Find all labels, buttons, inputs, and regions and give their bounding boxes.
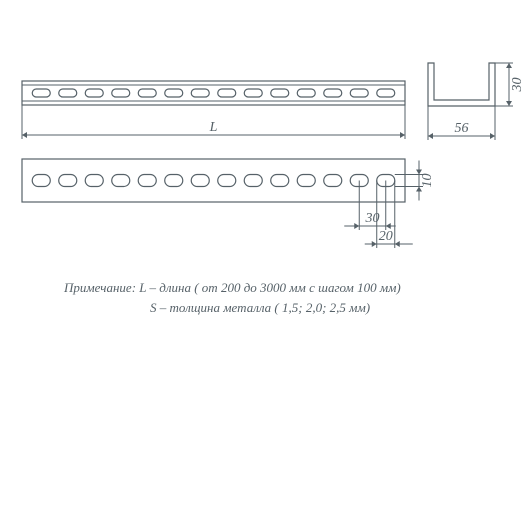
note-line-1: Примечание: L – длина ( от 200 до 3000 м… [63, 280, 401, 295]
dim-pitch: 30 [365, 211, 380, 226]
front-view [22, 159, 423, 248]
dim-L: L [209, 120, 218, 135]
section-view [428, 63, 513, 140]
dim-gap: 20 [379, 229, 393, 244]
dim-slot-h: 10 [420, 174, 435, 188]
dim-30: 30 [510, 78, 524, 93]
note-line-2: S – толщина металла ( 1,5; 2,0; 2,5 мм) [150, 300, 370, 315]
dim-56: 56 [455, 121, 469, 136]
